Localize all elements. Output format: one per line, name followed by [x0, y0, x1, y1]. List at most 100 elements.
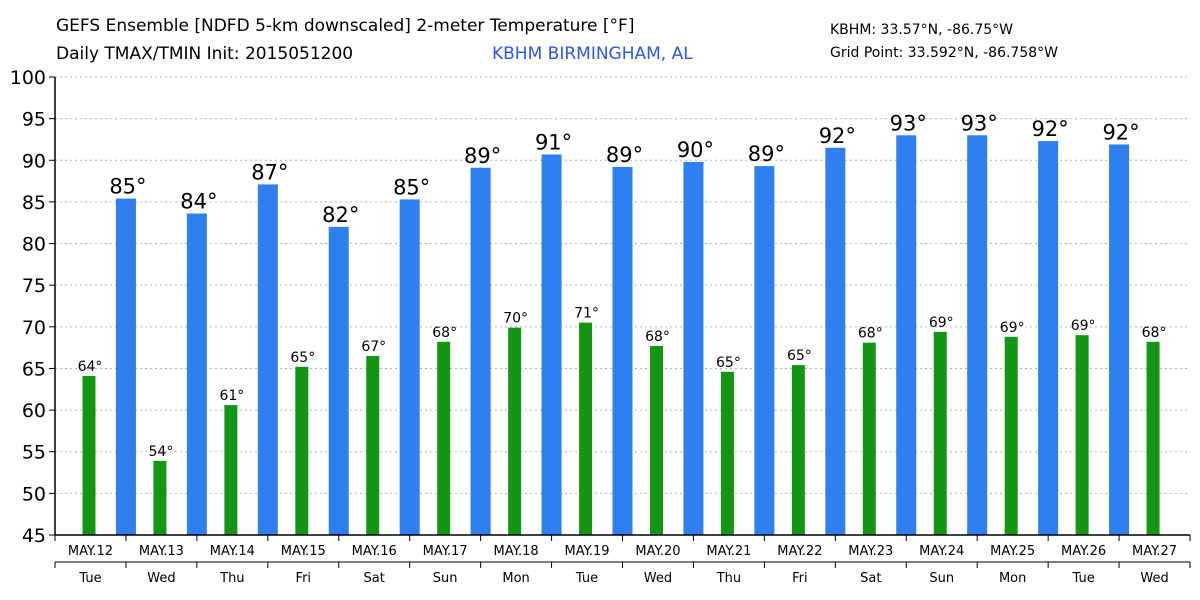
tmax-bar [186, 213, 207, 536]
tmax-data-label: 93° [961, 111, 998, 135]
tmin-data-label: 68° [432, 325, 457, 341]
y-tick-label: 95 [22, 109, 46, 131]
y-tick-label: 85 [22, 192, 46, 214]
x-date-label: MAY.14 [210, 544, 255, 559]
tmin-bar [650, 345, 663, 535]
tmin-bar [224, 405, 238, 535]
tmax-data-label: 89° [464, 144, 501, 168]
y-tick-label: 80 [22, 234, 46, 256]
tmax-bar [257, 184, 278, 535]
tmax-bar [967, 135, 988, 536]
tmin-bar [791, 365, 805, 535]
tmax-data-label: 89° [606, 143, 643, 167]
tmax-data-label: 89° [748, 142, 785, 166]
tmin-data-label: 61° [219, 388, 244, 404]
x-weekday-label: Sun [929, 571, 954, 586]
tmax-bar [115, 198, 136, 535]
tmax-bar [754, 166, 775, 536]
tmax-bar [896, 135, 917, 536]
x-date-label: MAY.22 [777, 544, 822, 559]
tmin-data-label: 65° [290, 350, 315, 366]
x-date-label: MAY.25 [990, 544, 1035, 559]
tmax-data-label: 85° [393, 175, 430, 199]
y-tick-label: 75 [22, 275, 46, 297]
x-weekday-label: Fri [296, 571, 312, 586]
station-coordinates: KBHM: 33.57°N, -86.75°W [830, 22, 1013, 38]
tmax-bar [1038, 141, 1059, 535]
tmin-data-label: 71° [574, 306, 599, 322]
x-weekday-label: Mon [502, 571, 529, 586]
tmin-data-label: 68° [1142, 325, 1167, 341]
tmin-bar [862, 342, 876, 535]
y-tick-label: 60 [22, 400, 46, 422]
x-weekday-label: Sat [860, 571, 881, 586]
x-date-label: MAY.17 [423, 544, 468, 559]
tmax-data-label: 92° [1032, 117, 1069, 141]
x-date-label: MAY.19 [564, 544, 609, 559]
tmin-bar [366, 355, 380, 535]
tmax-data-label: 84° [180, 190, 217, 214]
tmin-data-label: 69° [1071, 318, 1096, 334]
tmin-bar [153, 460, 167, 535]
tmax-data-label: 92° [1102, 120, 1139, 144]
tmax-bar [683, 161, 704, 536]
x-date-label: MAY.23 [848, 544, 893, 559]
x-date-label: MAY.26 [1061, 544, 1106, 559]
x-weekday-label: Wed [147, 571, 175, 586]
y-tick-label: 45 [22, 525, 46, 547]
x-date-label: MAY.15 [281, 544, 326, 559]
tmin-bar [579, 322, 593, 535]
tmax-data-label: 87° [251, 160, 288, 184]
tmax-data-label: 91° [535, 130, 572, 154]
tmin-data-label: 64° [78, 359, 103, 375]
x-weekday-label: Wed [644, 571, 672, 586]
x-weekday-label: Thu [219, 571, 244, 586]
y-tick-label: 100 [10, 67, 46, 89]
tmin-data-label: 69° [1000, 320, 1025, 336]
tmax-data-label: 92° [819, 124, 856, 148]
x-date-label: MAY.12 [68, 544, 113, 559]
grid-point-coordinates: Grid Point: 33.592°N, -86.758°W [830, 45, 1058, 61]
x-date-label: MAY.18 [494, 544, 539, 559]
tmin-data-label: 65° [787, 348, 812, 364]
tmax-data-label: 90° [677, 138, 714, 162]
y-tick-label: 70 [22, 317, 46, 339]
tmin-bar [1004, 336, 1018, 535]
tmax-bar [612, 166, 633, 535]
tmin-bar [1075, 335, 1089, 535]
x-weekday-label: Tue [1071, 571, 1094, 586]
tmin-data-label: 67° [361, 339, 386, 355]
station-name: KBHM BIRMINGHAM, AL [492, 44, 693, 64]
x-weekday-label: Tue [575, 571, 598, 586]
tmax-data-label: 85° [109, 175, 146, 199]
tmax-bar [541, 154, 562, 535]
chart-subtitle: Daily TMAX/TMIN Init: 2015051200 [56, 44, 354, 64]
tmax-bar [1109, 144, 1130, 535]
x-weekday-label: Thu [716, 571, 741, 586]
tmax-bar [399, 199, 420, 536]
tmax-bar [825, 147, 846, 536]
x-weekday-label: Fri [792, 571, 808, 586]
x-date-label: MAY.20 [635, 544, 680, 559]
x-weekday-label: Sat [364, 571, 385, 586]
tmin-data-label: 65° [716, 355, 741, 371]
y-tick-label: 55 [22, 442, 46, 464]
tmin-bar [295, 366, 309, 535]
tmin-data-label: 68° [858, 326, 883, 342]
tmin-bar [82, 375, 96, 535]
x-weekday-label: Wed [1140, 571, 1168, 586]
x-weekday-label: Tue [78, 571, 101, 586]
tmin-data-label: 68° [645, 329, 670, 345]
chart-title: GEFS Ensemble [NDFD 5-km downscaled] 2-m… [56, 16, 635, 36]
tmin-data-label: 54° [149, 444, 174, 460]
y-tick-label: 90 [22, 150, 46, 172]
tmin-data-label: 70° [503, 311, 528, 327]
y-tick-label: 50 [22, 483, 46, 505]
x-weekday-label: Mon [999, 571, 1026, 586]
tmax-bar [328, 226, 349, 535]
tmin-bar [720, 371, 734, 535]
tmax-bar [470, 167, 491, 535]
y-tick-label: 65 [22, 358, 46, 380]
x-date-label: MAY.16 [352, 544, 397, 559]
